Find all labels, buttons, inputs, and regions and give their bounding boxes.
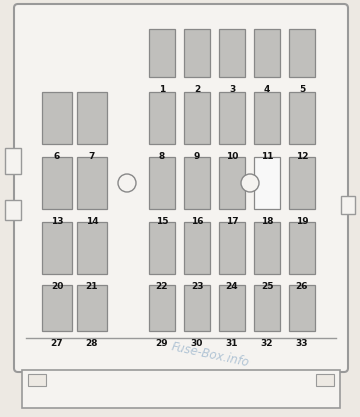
Text: 13: 13	[51, 217, 63, 226]
Bar	[289, 222, 315, 274]
Text: 18: 18	[261, 217, 273, 226]
Bar	[28, 374, 46, 386]
Text: 21: 21	[86, 282, 98, 291]
Bar	[316, 374, 334, 386]
Text: 33: 33	[296, 339, 308, 348]
Text: 11: 11	[261, 152, 273, 161]
Bar	[42, 157, 72, 209]
Text: 3: 3	[229, 85, 235, 94]
Text: 30: 30	[191, 339, 203, 348]
Text: 20: 20	[51, 282, 63, 291]
Text: 23: 23	[191, 282, 203, 291]
Text: 7: 7	[89, 152, 95, 161]
Text: 15: 15	[156, 217, 168, 226]
Bar	[149, 29, 175, 77]
Bar	[149, 157, 175, 209]
Bar	[5, 200, 21, 220]
Text: 29: 29	[156, 339, 168, 348]
FancyBboxPatch shape	[14, 4, 348, 372]
Bar	[5, 148, 21, 174]
Text: 27: 27	[51, 339, 63, 348]
Circle shape	[241, 174, 259, 192]
Bar	[219, 29, 245, 77]
Text: 12: 12	[296, 152, 308, 161]
Bar	[289, 285, 315, 331]
Text: 31: 31	[226, 339, 238, 348]
Text: 24: 24	[226, 282, 238, 291]
Bar	[42, 222, 72, 274]
Bar	[22, 370, 340, 408]
Text: 8: 8	[159, 152, 165, 161]
Text: 6: 6	[54, 152, 60, 161]
Bar	[184, 92, 210, 144]
Bar	[289, 92, 315, 144]
Bar	[77, 92, 107, 144]
Bar	[42, 92, 72, 144]
Text: 16: 16	[191, 217, 203, 226]
Text: 2: 2	[194, 85, 200, 94]
Text: 9: 9	[194, 152, 200, 161]
Bar	[77, 222, 107, 274]
Text: 4: 4	[264, 85, 270, 94]
Bar	[289, 29, 315, 77]
Bar	[184, 285, 210, 331]
Text: 5: 5	[299, 85, 305, 94]
Bar	[219, 92, 245, 144]
Bar	[219, 222, 245, 274]
Bar	[254, 222, 280, 274]
Text: 1: 1	[159, 85, 165, 94]
Bar	[149, 222, 175, 274]
Bar	[219, 157, 245, 209]
Bar	[219, 285, 245, 331]
Bar	[254, 285, 280, 331]
Text: Fuse-Box.info: Fuse-Box.info	[170, 340, 250, 369]
Bar	[254, 29, 280, 77]
Bar	[289, 157, 315, 209]
Text: 17: 17	[226, 217, 238, 226]
Circle shape	[118, 174, 136, 192]
Bar	[254, 92, 280, 144]
Text: 14: 14	[86, 217, 98, 226]
Bar	[149, 285, 175, 331]
Text: 32: 32	[261, 339, 273, 348]
Bar	[77, 157, 107, 209]
Bar	[184, 222, 210, 274]
Text: 28: 28	[86, 339, 98, 348]
Bar	[184, 29, 210, 77]
Bar	[341, 196, 355, 214]
Text: 22: 22	[156, 282, 168, 291]
Text: 10: 10	[226, 152, 238, 161]
Text: 26: 26	[296, 282, 308, 291]
Text: 25: 25	[261, 282, 273, 291]
Text: 19: 19	[296, 217, 308, 226]
Bar	[184, 157, 210, 209]
Bar	[149, 92, 175, 144]
Bar	[42, 285, 72, 331]
Bar	[254, 157, 280, 209]
Bar	[77, 285, 107, 331]
